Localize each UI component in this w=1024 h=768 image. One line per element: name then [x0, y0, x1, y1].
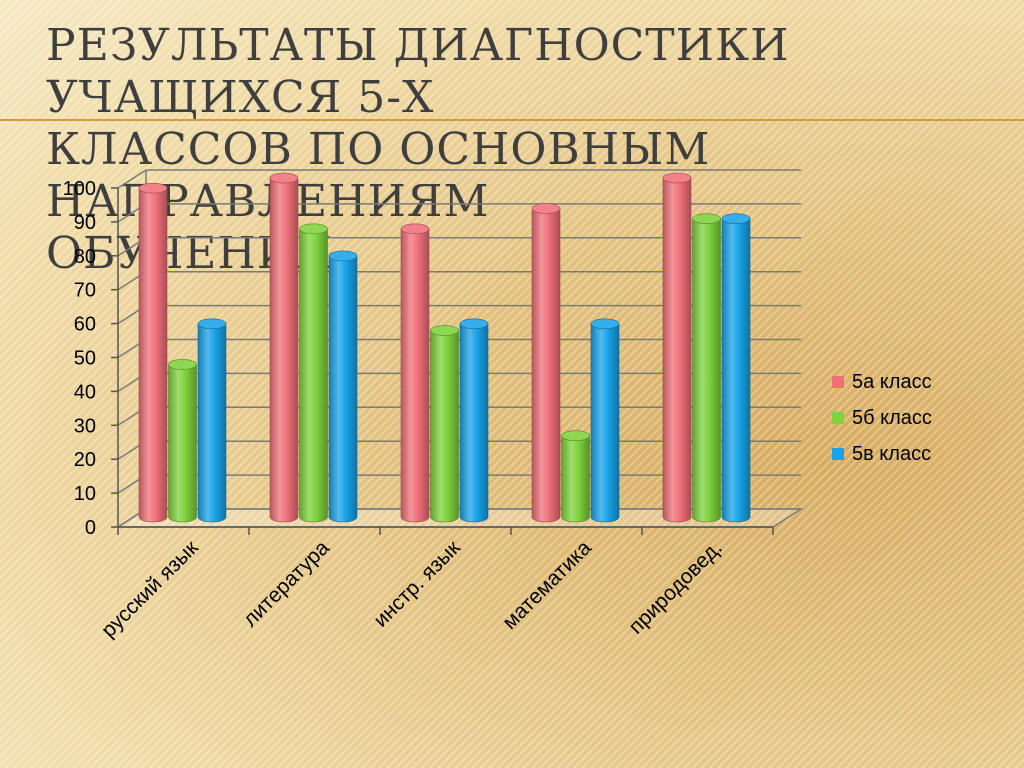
bar: [269, 172, 299, 523]
bar-body: [138, 187, 168, 523]
legend: 5а класс 5б класс 5в класс: [832, 364, 932, 472]
bar-top: [430, 325, 459, 336]
gridline-side: [117, 169, 147, 189]
bar: [299, 223, 328, 523]
bar: [168, 359, 197, 523]
bar: [400, 223, 430, 523]
bar: [662, 172, 692, 523]
legend-item: 5б класс: [832, 400, 932, 436]
legend-swatch: [832, 376, 844, 388]
bar-body: [299, 228, 328, 523]
y-tick-label: 90: [74, 212, 96, 234]
y-tick-label: 100: [63, 178, 96, 200]
bar-body: [400, 228, 430, 523]
bar-top: [662, 172, 692, 184]
bar-body: [531, 208, 561, 523]
title-line-2: КЛАССОВ ПО ОСНОВНЫМ НАПРАВЛЕНИЯМ: [46, 124, 711, 227]
bar-top: [299, 223, 328, 235]
bar-body: [197, 323, 227, 523]
bar-top: [328, 250, 358, 262]
y-tick-label: 70: [74, 280, 96, 302]
bar: [721, 213, 751, 523]
bar-top: [721, 213, 751, 224]
bar-body: [269, 177, 299, 523]
bar-top: [168, 359, 197, 370]
y-tick-label: 20: [74, 449, 96, 471]
legend-swatch: [832, 412, 844, 424]
y-tick-label: 0: [85, 517, 96, 539]
bar: [430, 325, 459, 523]
y-tick-label: 80: [74, 246, 96, 268]
bar-top: [400, 223, 430, 235]
bar-top: [561, 430, 590, 441]
bar-top: [531, 203, 561, 214]
bar-top: [269, 172, 299, 184]
legend-label: 5в класс: [852, 442, 932, 465]
legend-label: 5а класс: [852, 370, 932, 393]
bar: [197, 318, 227, 523]
bar-top: [590, 318, 620, 330]
bar: [328, 250, 358, 523]
bars: [138, 172, 751, 523]
y-tick-label: 10: [74, 483, 96, 505]
legend-label: 5б класс: [852, 406, 932, 429]
bar: [590, 318, 620, 523]
title-line-1: РЕЗУЛЬТАТЫ ДИАГНОСТИКИ УЧАЩИХСЯ 5-Х: [46, 20, 790, 123]
bar-body: [692, 218, 721, 523]
x-category-label: инстр. язык: [369, 536, 465, 632]
legend-swatch: [832, 448, 844, 460]
bar-body: [590, 323, 620, 523]
bar-body: [561, 435, 590, 523]
x-category-label: русский язык: [97, 536, 203, 642]
bar-body: [662, 177, 692, 523]
legend-item: 5в класс: [832, 436, 932, 472]
y-tick-label: 40: [74, 381, 96, 403]
x-category-label: математика: [498, 536, 596, 634]
slide-title: РЕЗУЛЬТАТЫ ДИАГНОСТИКИ УЧАЩИХСЯ 5-Х КЛАС…: [46, 20, 976, 280]
y-tick-label: 50: [74, 348, 96, 370]
bar-body: [459, 323, 489, 523]
y-tick-label: 60: [74, 314, 96, 336]
x-category-label: литература: [239, 536, 334, 631]
bar-top: [692, 213, 721, 224]
bar: [459, 318, 489, 523]
title-underline: [0, 119, 1024, 121]
bar: [531, 203, 561, 523]
bar-top: [138, 182, 168, 194]
legend-item: 5а класс: [832, 364, 932, 400]
bar-body: [328, 255, 358, 523]
bar-top: [197, 318, 227, 330]
bar: [692, 213, 721, 523]
x-category-label: природовед.: [624, 536, 726, 638]
bar-body: [168, 364, 197, 523]
bar-body: [721, 218, 751, 523]
bar: [561, 430, 590, 523]
bar: [138, 182, 168, 523]
bar-top: [459, 318, 489, 330]
bar-body: [430, 330, 459, 523]
y-tick-label: 30: [74, 415, 96, 437]
